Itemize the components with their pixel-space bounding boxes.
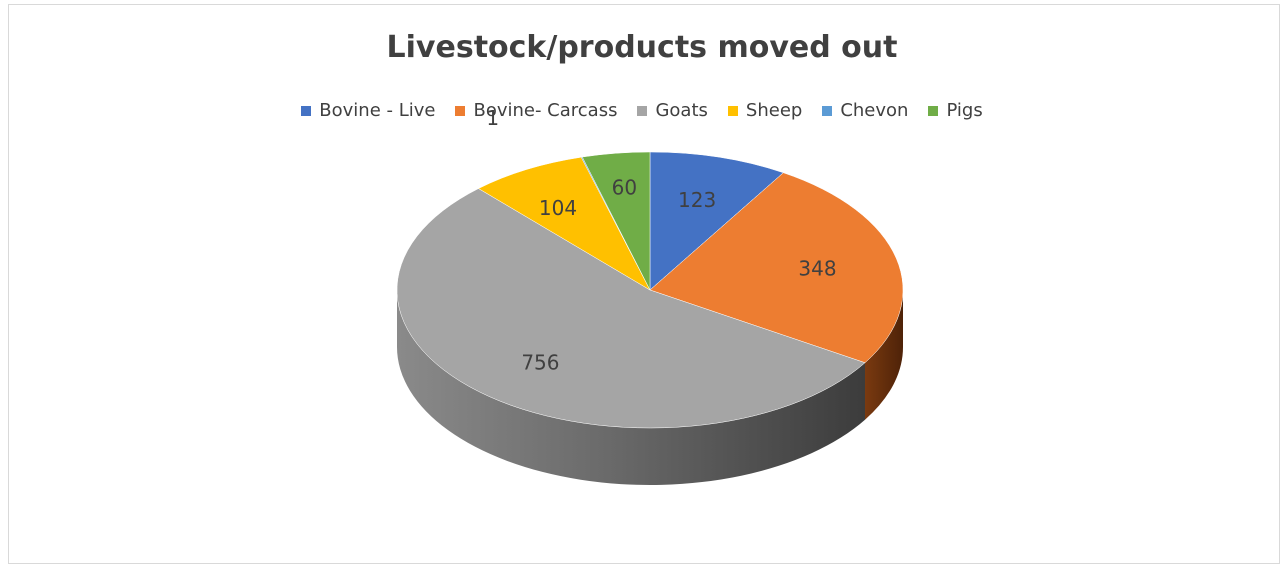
pie-slice [649, 172, 904, 364]
pie-slice [649, 151, 784, 291]
pie-slice-side [397, 290, 865, 486]
legend-item: Bovine- Carcass [455, 100, 617, 121]
legend-item: Chevon [822, 100, 908, 121]
legend-label: Sheep [745, 100, 803, 121]
legend-label: Pigs [946, 100, 983, 121]
data-label: 348 [798, 257, 836, 281]
data-label: 60 [612, 175, 637, 199]
chart-legend: Bovine - Live Bovine- Carcass Goats Sheep Ch… [0, 100, 1284, 121]
legend-swatch [822, 105, 833, 116]
data-label: 1 [486, 106, 499, 130]
pie-slice-side [864, 290, 903, 420]
legend-label: Bovine- Carcass [473, 100, 618, 121]
legend-label: Chevon [840, 100, 909, 121]
legend-label: Bovine - Live [319, 100, 436, 121]
pie-slice [581, 151, 651, 291]
data-label: 104 [539, 196, 577, 220]
chart-title: Livestock/products moved out [386, 30, 898, 65]
legend-label: Goats [655, 100, 708, 121]
legend-swatch [455, 105, 466, 116]
pie-chart: 123 348 756 104 1 60 [396, 106, 904, 486]
legend-item: Bovine - Live [301, 100, 435, 121]
pie-slice [477, 156, 651, 291]
pie-slice [396, 188, 866, 429]
legend-swatch [301, 105, 312, 116]
legend-item: Sheep [727, 100, 803, 121]
legend-swatch [637, 105, 648, 116]
legend-item: Pigs [928, 100, 983, 121]
legend-swatch [928, 105, 939, 116]
legend-item: Goats [637, 100, 708, 121]
data-label: 123 [678, 188, 716, 212]
data-label: 756 [521, 350, 559, 374]
legend-swatch [727, 105, 738, 116]
